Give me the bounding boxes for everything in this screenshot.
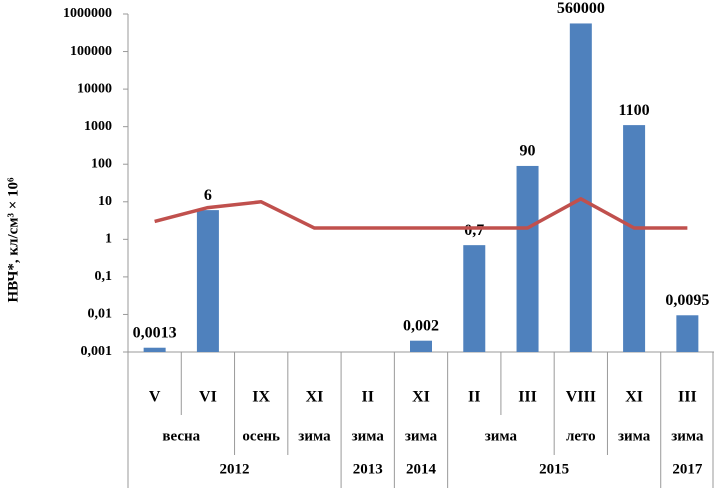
bar <box>623 125 646 352</box>
seasons-label: зима <box>298 428 331 444</box>
seasons-label: весна <box>162 428 200 444</box>
x-tick-label: III <box>678 389 697 406</box>
y-tick-label: 0,1 <box>95 269 113 284</box>
data-label: 0,002 <box>403 317 439 334</box>
x-tick-label: V <box>149 389 161 406</box>
y-tick-label: 100 <box>91 156 112 171</box>
years-label: 2017 <box>672 461 703 477</box>
data-label: 560000 <box>557 0 605 17</box>
y-tick-label: 1000 <box>84 119 112 134</box>
seasons-label: зима <box>405 428 438 444</box>
years-label: 2015 <box>539 461 569 477</box>
x-tick-label: III <box>518 389 537 406</box>
y-tick-label: 10000 <box>77 81 112 96</box>
data-label: 0,0095 <box>665 292 709 309</box>
data-label: 1100 <box>619 102 650 119</box>
data-label: 6 <box>204 187 212 204</box>
years-label: 2013 <box>353 461 383 477</box>
y-axis-label: НВЧ*, кл/см³ × 10⁶ <box>5 177 21 303</box>
bar <box>516 165 539 352</box>
y-tick-label: 100000 <box>70 44 112 59</box>
x-tick-label: II <box>468 389 480 406</box>
years-label: 2014 <box>406 461 437 477</box>
x-tick-label: VIII <box>566 389 596 406</box>
bar <box>143 347 166 352</box>
x-tick-label: XI <box>412 389 430 406</box>
line <box>154 197 688 230</box>
y-tick-label: 0,001 <box>81 344 113 359</box>
x-tick-label: IX <box>252 389 270 406</box>
bar <box>410 340 432 352</box>
data-label: 0,0013 <box>133 324 177 341</box>
bar <box>463 245 486 352</box>
y-tick-label: 10 <box>98 194 112 209</box>
seasons-label: зима <box>352 428 385 444</box>
x-tick-label: II <box>362 389 374 406</box>
seasons-label: осень <box>242 428 280 444</box>
bar <box>196 210 219 352</box>
x-tick-label: VI <box>199 389 217 406</box>
x-tick-label: XI <box>625 389 643 406</box>
data-label: 90 <box>520 143 536 160</box>
seasons-label: зима <box>618 428 651 444</box>
y-tick-label: 0,01 <box>88 307 113 322</box>
data-label: 0,7 <box>464 222 484 239</box>
years-label: 2012 <box>220 461 250 477</box>
seasons-label: лето <box>566 428 596 444</box>
seasons-label: зима <box>485 428 518 444</box>
bar <box>569 23 592 352</box>
bar <box>676 315 699 352</box>
y-tick-label: 1 <box>105 232 112 247</box>
x-tick-label: XI <box>306 389 324 406</box>
y-tick-label: 1000000 <box>63 6 112 21</box>
seasons-label: зима <box>671 428 704 444</box>
